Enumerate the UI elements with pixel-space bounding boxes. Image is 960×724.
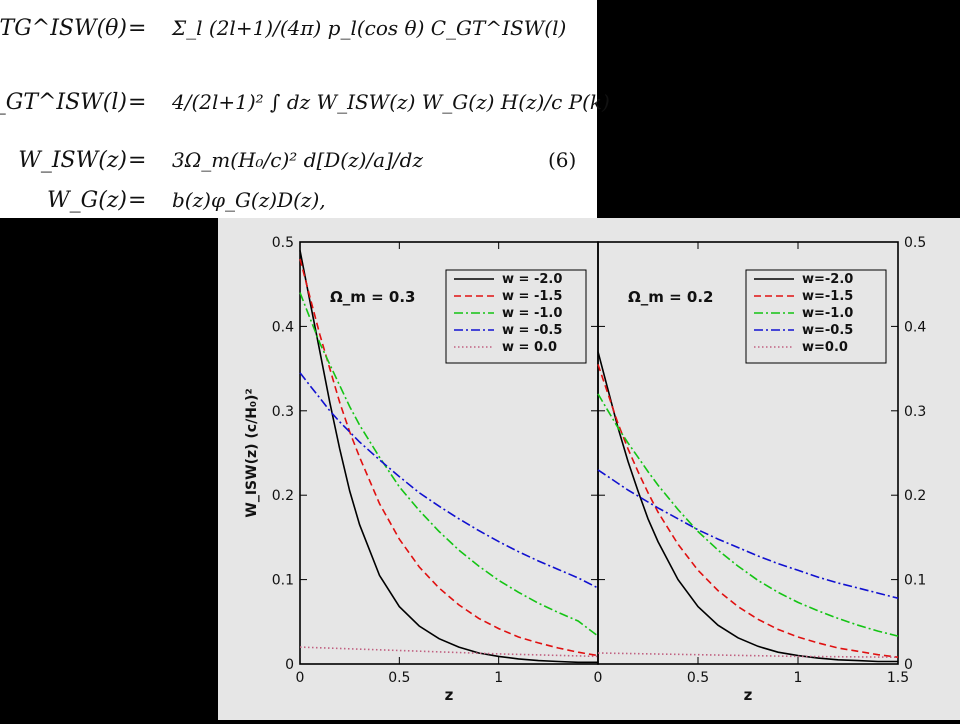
x-tick-label: 0 [296, 670, 305, 686]
y-tick-label: 0.5 [904, 235, 926, 251]
x-tick-label: 0.5 [687, 670, 709, 686]
equation-row: W_ISW(z) = 3Ω_m(H₀/c)² d[D(z)/a]/dz (6) [0, 148, 597, 200]
equation-lhs: w_TG^ISW(θ) [0, 16, 127, 41]
plot-frame [597, 241, 899, 665]
series-line [597, 652, 899, 658]
x-tick-label: 1 [794, 670, 803, 686]
y-tick-label: 0.4 [272, 319, 294, 335]
equation-lhs: C_GT^ISW(l) [0, 90, 127, 115]
equation-row: W_G(z) = b(z)φ_G(z)D(z), [0, 188, 597, 240]
equation-block: w_TG^ISW(θ) = Σ_l (2l+1)/(4π) p_l(cos θ)… [0, 0, 610, 218]
legend-label: w = -1.0 [502, 306, 562, 321]
y-tick-label: 0.2 [904, 488, 926, 504]
y-tick-label: 0.1 [272, 573, 294, 589]
legend-label: w=-1.0 [802, 306, 853, 321]
series-line [299, 250, 598, 664]
legend-box [445, 269, 587, 364]
y-tick-label: 0.4 [904, 319, 926, 335]
equation-number: (6) [548, 148, 577, 172]
equation-rhs: 4/(2l+1)² ∫ dz W_ISW(z) W_G(z) H(z)/c P(… [172, 90, 610, 114]
omega-annotation: Ω_m = 0.3 [330, 288, 415, 306]
legend-label: w=-2.0 [802, 272, 853, 287]
equals-sign: = [128, 16, 147, 41]
y-tick-label: 0.5 [272, 235, 294, 251]
equation-rhs: Σ_l (2l+1)/(4π) p_l(cos θ) C_GT^ISW(l) [172, 16, 567, 40]
series-line [597, 393, 899, 637]
legend-label: w = -2.0 [502, 272, 562, 287]
equation-row: w_TG^ISW(θ) = Σ_l (2l+1)/(4π) p_l(cos θ)… [0, 16, 597, 68]
legend-label: w=0.0 [802, 340, 848, 355]
y-tick-label: 0 [904, 657, 913, 673]
equation-row: C_GT^ISW(l) = 4/(2l+1)² ∫ dz W_ISW(z) W_… [0, 90, 610, 142]
series-line [299, 646, 599, 658]
y-tick-label: 0.3 [904, 404, 926, 420]
legend-label: w = -1.5 [502, 289, 562, 304]
x-tick-label: 0.5 [388, 670, 410, 686]
legend-label: w = 0.0 [502, 340, 557, 355]
series-line [299, 258, 599, 657]
series-line [597, 351, 898, 663]
equals-sign: = [128, 148, 147, 173]
equation-lhs: W_ISW(z) [18, 148, 127, 173]
equals-sign: = [128, 90, 147, 115]
legend-label: w=-0.5 [802, 323, 853, 338]
x-tick-label: 1 [494, 670, 503, 686]
series-line [597, 364, 899, 658]
series-line [299, 372, 599, 589]
chart-panel: 0 0.1 0.2 0.3 0.4 0.5 0 0.5 1 z W_ISW(z) (c/H₀)² Ω_… [218, 218, 960, 720]
legend-label: w=-1.5 [802, 289, 853, 304]
legend-label: w = -0.5 [502, 323, 562, 338]
x-tick-label: 1.5 [887, 670, 909, 686]
isw-kernel-chart: 0 0.1 0.2 0.3 0.4 0.5 0 0.5 1 z W_ISW(z) (c/H₀)² Ω_… [244, 235, 926, 704]
x-tick-label: 0 [594, 670, 603, 686]
y-axis-label: W_ISW(z) (c/H₀)² [244, 388, 260, 517]
x-axis-label: z [744, 686, 753, 704]
series-line [597, 469, 899, 599]
equation-rhs: b(z)φ_G(z)D(z), [172, 188, 326, 212]
equation-lhs: W_G(z) [47, 188, 127, 213]
equals-sign: = [128, 188, 147, 213]
equation-rhs: 3Ω_m(H₀/c)² d[D(z)/a]/dz [172, 148, 423, 172]
y-tick-label: 0.2 [272, 488, 294, 504]
y-tick-label: 0.3 [272, 404, 294, 420]
y-tick-label: 0.1 [904, 573, 926, 589]
legend-box [745, 269, 887, 364]
omega-annotation: Ω_m = 0.2 [628, 288, 713, 306]
y-tick-label: 0 [285, 657, 294, 673]
x-axis-label: z [445, 686, 454, 704]
